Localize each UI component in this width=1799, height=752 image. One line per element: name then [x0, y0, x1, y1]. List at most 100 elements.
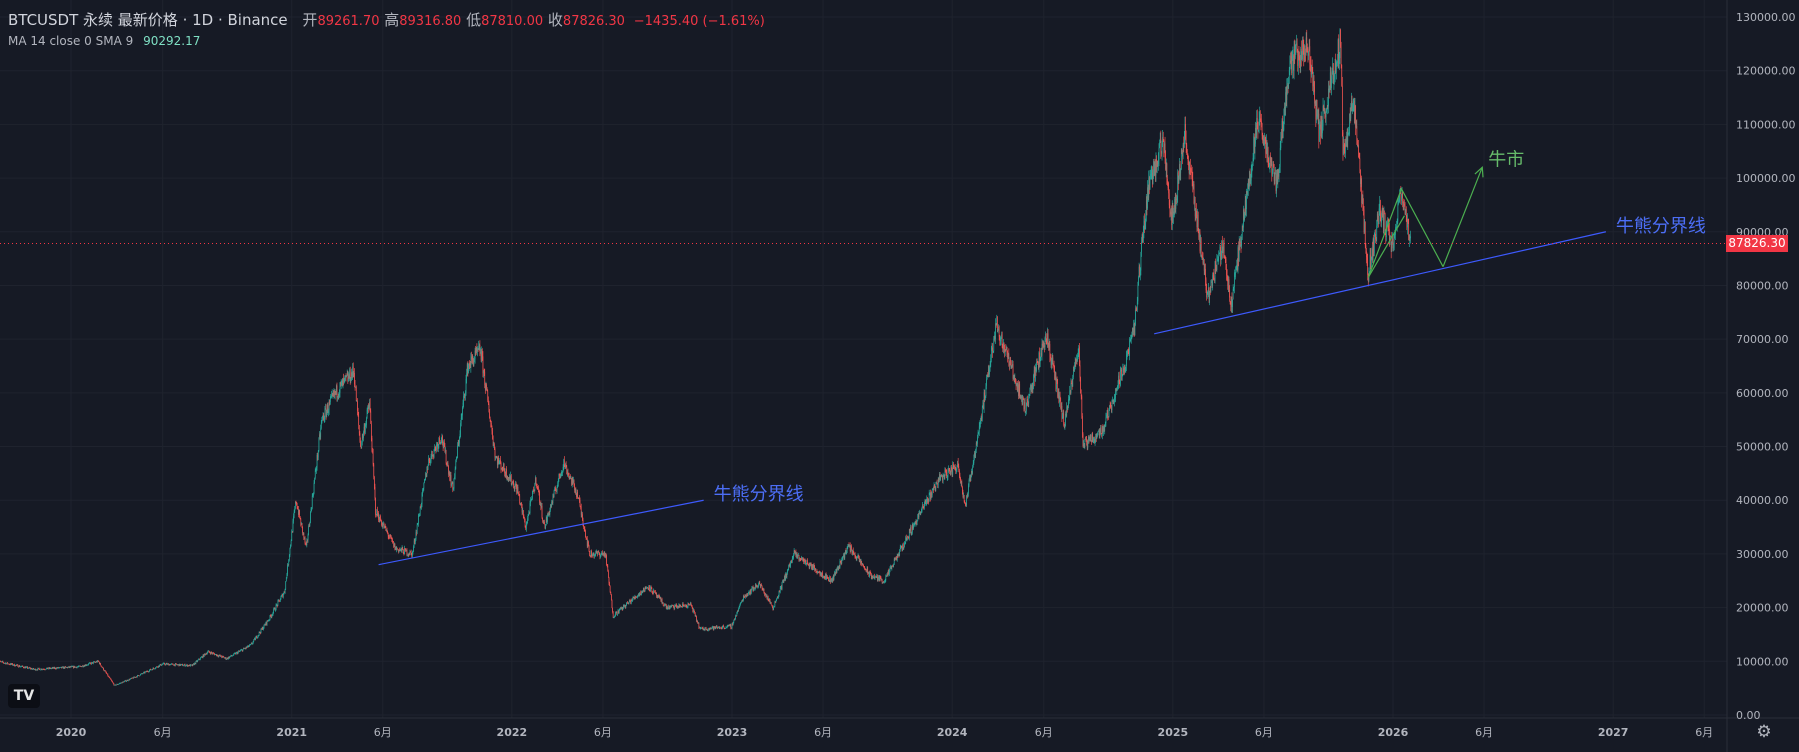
candle-body	[73, 666, 74, 668]
candle-body	[928, 492, 930, 502]
candle-body	[170, 663, 172, 665]
candle-body	[587, 541, 589, 546]
candle-body	[364, 424, 366, 433]
candle-body	[1334, 63, 1336, 75]
candle-body	[1398, 199, 1400, 202]
candle-body	[1064, 426, 1066, 428]
candle-body	[932, 488, 934, 491]
candle-body	[316, 467, 317, 471]
candle-body	[773, 606, 775, 608]
candle-body	[1396, 225, 1397, 229]
candle-body	[62, 666, 63, 668]
candle-body	[804, 559, 806, 561]
candle-body	[466, 373, 467, 379]
time-tick-label: 6月	[374, 726, 392, 739]
candle-body	[247, 645, 249, 647]
candle-body	[332, 394, 334, 396]
candle-body	[1408, 223, 1410, 241]
candle-body	[434, 447, 436, 449]
candle-body	[756, 586, 758, 588]
candle-body	[808, 564, 810, 568]
candle-body	[519, 495, 521, 504]
candle-body	[36, 669, 38, 671]
candle-body	[586, 537, 588, 539]
candle-body	[1275, 173, 1276, 175]
candle-body	[1388, 225, 1390, 229]
candle-body	[981, 407, 983, 419]
candle-body	[405, 549, 407, 552]
candle-body	[418, 516, 419, 525]
candle-body	[733, 619, 735, 623]
candle-body	[92, 661, 94, 664]
candle-body	[814, 567, 815, 571]
candle-body	[796, 552, 797, 557]
candle-body	[1281, 120, 1283, 140]
candle-body	[1011, 366, 1013, 368]
candle-body	[924, 499, 926, 504]
candle-body	[832, 576, 834, 580]
candle-body	[323, 419, 325, 421]
candle-body	[846, 551, 847, 554]
candle-body	[994, 336, 996, 340]
price-axis[interactable]: 0.0010000.0020000.0030000.0040000.005000…	[1736, 11, 1796, 722]
time-axis[interactable]: 2020 6月 2021 6月 2022 6月 2023 6月 2024 6月 2025 6月 2026…	[56, 726, 1714, 739]
candle-body	[1371, 248, 1373, 260]
candle-body	[595, 551, 597, 553]
candle-body	[25, 667, 27, 669]
candle-body	[301, 523, 302, 525]
candle-body	[1379, 200, 1381, 209]
candle-body	[1322, 105, 1324, 127]
candle-body	[515, 484, 517, 487]
symbol-title[interactable]: BTCUSDT 永续 最新价格 · 1D · Binance	[8, 11, 288, 29]
tradingview-logo-icon[interactable]: TV	[8, 684, 40, 708]
candle-body	[1287, 84, 1288, 87]
candle-body	[1274, 173, 1276, 181]
candle-body	[626, 602, 627, 606]
candle-body	[204, 653, 206, 655]
time-tick-label: 2027	[1598, 726, 1629, 739]
candle-body	[893, 558, 895, 565]
candle-body	[1130, 336, 1132, 339]
candle-body	[139, 675, 141, 677]
candle-body	[1332, 63, 1334, 71]
candle-body	[1341, 65, 1343, 86]
candle-body	[123, 681, 125, 683]
candle-body	[791, 558, 793, 562]
candle-body	[176, 663, 177, 665]
candle-body	[74, 666, 76, 668]
candle-body	[897, 554, 899, 557]
candle-body	[395, 546, 396, 550]
candle-body	[202, 654, 204, 658]
candle-body	[507, 477, 509, 481]
candle-body	[662, 602, 664, 606]
candle-body	[774, 601, 776, 607]
gear-icon[interactable]: ⚙	[1756, 722, 1772, 742]
candle-body	[1347, 133, 1349, 142]
candle-body	[1376, 213, 1378, 226]
candle-body	[199, 659, 201, 661]
candle-body	[444, 445, 446, 453]
candle-body	[705, 627, 706, 629]
candle-body	[687, 603, 689, 607]
candle-body	[15, 664, 16, 667]
candle-body	[38, 668, 40, 669]
candle-body	[1190, 168, 1192, 172]
candle-body	[743, 595, 745, 597]
candle-body	[275, 609, 276, 611]
candle-body	[1254, 143, 1256, 154]
trendline-label: 牛熊分界线	[1616, 216, 1706, 237]
candle-body	[650, 586, 652, 588]
candle-body	[1293, 55, 1294, 71]
candle-body	[1205, 268, 1206, 280]
candles	[0, 28, 1411, 686]
candle-body	[108, 676, 110, 678]
candle-body	[763, 588, 765, 594]
candle-body	[339, 382, 341, 393]
candle-body	[1034, 370, 1036, 382]
candle-body	[986, 379, 987, 386]
candle-body	[67, 667, 69, 668]
indicator-legend[interactable]: MA 14 close 0 SMA 9 90292.17	[8, 34, 200, 48]
candle-body	[322, 415, 324, 417]
candle-body	[866, 570, 867, 572]
